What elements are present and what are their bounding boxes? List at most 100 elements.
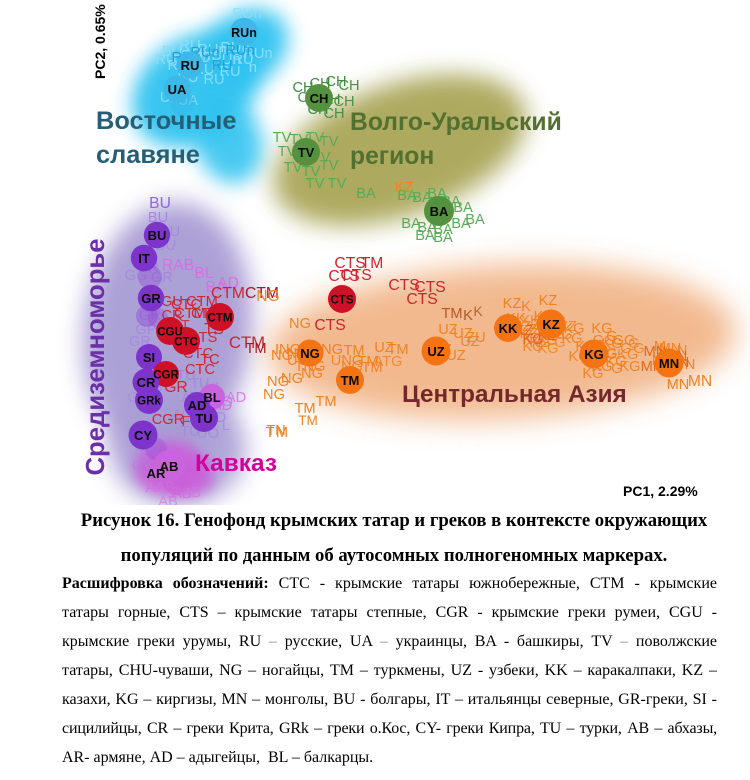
- svg-text:K: K: [521, 299, 531, 315]
- svg-text:RUn: RUn: [231, 26, 257, 40]
- svg-text:RUn: RUn: [225, 43, 254, 59]
- svg-text:GR: GR: [141, 291, 161, 306]
- svg-text:TM: TM: [294, 401, 315, 417]
- svg-text:RUn: RUn: [211, 52, 240, 68]
- svg-text:MN: MN: [667, 377, 690, 393]
- svg-text:GKG: GKG: [606, 347, 639, 363]
- svg-text:AD: AD: [226, 390, 246, 406]
- svg-text:BA: BA: [451, 216, 471, 232]
- svg-text:KZ: KZ: [539, 293, 558, 309]
- svg-text:CH: CH: [325, 74, 346, 90]
- svg-text:TM: TM: [357, 354, 378, 370]
- svg-text:GR: GR: [139, 308, 161, 324]
- svg-text:UNG: UNG: [331, 353, 364, 369]
- svg-text:NG: NG: [263, 387, 285, 403]
- svg-text:Кавказ: Кавказ: [195, 450, 277, 477]
- svg-text:GR: GR: [151, 270, 173, 286]
- svg-text:BU: BU: [162, 44, 182, 60]
- svg-text:G: G: [628, 336, 639, 352]
- svg-text:ZU: ZU: [466, 330, 486, 346]
- svg-text:PC1, 2.29%: PC1, 2.29%: [623, 483, 698, 499]
- svg-text:RUn: RUn: [232, 6, 261, 22]
- svg-text:CGR: CGR: [153, 369, 179, 381]
- svg-text:BA: BA: [401, 216, 421, 232]
- svg-text:TM: TM: [341, 373, 360, 388]
- svg-text:ATG: ATG: [374, 354, 403, 370]
- svg-text:RUn: RUn: [197, 42, 226, 58]
- svg-text:n: n: [249, 60, 257, 76]
- svg-text:CTS: CTS: [328, 268, 359, 285]
- svg-text:KG: KG: [584, 347, 604, 362]
- svg-text:BA: BA: [415, 228, 435, 244]
- svg-text:RU: RU: [181, 58, 200, 73]
- svg-text:KK: KK: [499, 321, 518, 336]
- svg-text:NG: NG: [256, 288, 279, 305]
- svg-text:G: G: [611, 361, 622, 377]
- svg-text:M: M: [276, 425, 288, 441]
- svg-text:RUn: RUn: [243, 46, 272, 62]
- svg-text:CTS: CTS: [340, 267, 371, 284]
- svg-text:XK: XK: [520, 313, 540, 329]
- svg-text:IT: IT: [138, 251, 150, 266]
- svg-text:регион: регион: [350, 143, 434, 170]
- svg-text:TC: TC: [200, 352, 220, 368]
- svg-text:UA: UA: [168, 82, 187, 97]
- svg-text:NG: NG: [289, 316, 311, 332]
- svg-text:TV: TV: [320, 158, 339, 174]
- svg-text:AB: AB: [160, 459, 179, 474]
- svg-text:UZ: UZ: [374, 340, 394, 356]
- svg-text:G: G: [633, 341, 644, 357]
- svg-text:KG: KG: [529, 335, 550, 351]
- svg-text:CTS: CTS: [334, 255, 365, 272]
- svg-text:KZ: KZ: [395, 180, 414, 196]
- svg-text:GU: GU: [161, 294, 183, 310]
- svg-text:CTS: CTS: [388, 277, 419, 294]
- svg-text:Центральная Азия: Центральная Азия: [402, 381, 627, 408]
- svg-text:CH: CH: [310, 91, 329, 106]
- svg-text:BA: BA: [465, 212, 485, 228]
- svg-text:L: L: [222, 418, 230, 434]
- svg-text:KG: KG: [591, 321, 612, 337]
- svg-text:UZ: UZ: [446, 348, 466, 364]
- svg-text:CY: CY: [132, 458, 153, 474]
- svg-text:TV: TV: [328, 176, 347, 192]
- svg-text:TM: TM: [441, 306, 462, 322]
- svg-text:KZ: KZ: [523, 331, 542, 347]
- svg-text:TU: TU: [176, 368, 196, 384]
- svg-text:F: F: [182, 414, 191, 430]
- svg-text:TV: TV: [284, 160, 303, 176]
- svg-text:славяне: славяне: [96, 141, 200, 169]
- svg-text:AR: AR: [147, 466, 166, 481]
- svg-text:RAB: RAB: [162, 257, 194, 274]
- svg-text:KG: KG: [561, 331, 582, 347]
- svg-text:CTS: CTS: [314, 317, 345, 334]
- svg-text:Средиземноморье: Средиземноморье: [82, 239, 110, 476]
- svg-text:ING: ING: [275, 342, 301, 358]
- svg-text:RU: RU: [203, 72, 224, 88]
- svg-text:CH: CH: [333, 94, 354, 110]
- svg-text:BA: BA: [433, 222, 453, 238]
- svg-text:KG: KG: [522, 332, 543, 348]
- svg-text:NG: NG: [267, 374, 289, 390]
- svg-text:TU: TU: [195, 411, 212, 426]
- svg-text:TV: TV: [278, 144, 297, 160]
- svg-text:CH: CH: [338, 78, 359, 94]
- svg-text:TM: TM: [343, 343, 364, 359]
- svg-text:K: K: [473, 304, 482, 319]
- svg-text:RU: RU: [219, 64, 240, 80]
- svg-text:CGR: CGR: [152, 412, 185, 428]
- svg-text:BL: BL: [203, 390, 220, 405]
- svg-text:BA: BA: [206, 279, 227, 296]
- svg-text:TN: TN: [266, 423, 286, 439]
- svg-text:CTS: CTS: [414, 279, 445, 296]
- svg-text:AAB: AAB: [145, 480, 174, 496]
- svg-text:CTM: CTM: [245, 285, 279, 302]
- svg-text:CTM: CTM: [211, 285, 245, 302]
- svg-text:TM: TM: [361, 255, 384, 272]
- svg-text:G: G: [554, 335, 565, 351]
- svg-text:GG: GG: [613, 333, 636, 349]
- svg-text:KZ: KZ: [542, 317, 559, 332]
- svg-text:TM: TM: [245, 341, 266, 357]
- svg-text:CH: CH: [323, 106, 344, 122]
- svg-text:MN: MN: [688, 373, 712, 390]
